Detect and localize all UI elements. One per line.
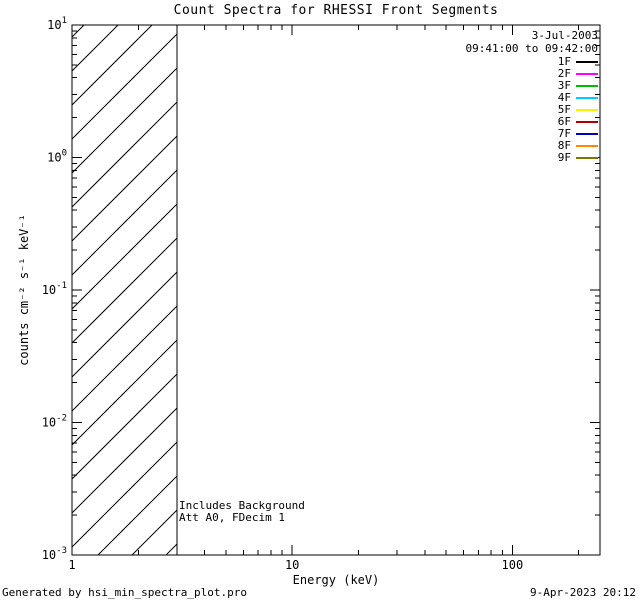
legend-color-line <box>576 85 598 87</box>
legend-entry-2F: 2F <box>466 68 598 80</box>
legend-entry-label: 8F <box>557 139 571 152</box>
legend-entries: 1F 2F 3F 4F 5F 6F 7F 8F 9F <box>466 56 598 164</box>
legend-color-line <box>576 109 598 111</box>
x-tick-label: 10 <box>285 558 299 572</box>
legend-entry-9F: 9F <box>466 152 598 164</box>
legend-color-line <box>576 145 598 147</box>
y-tick-label: 100 <box>47 149 67 165</box>
legend-date: 3-Jul-2003 <box>531 29 598 42</box>
render-timestamp: 9-Apr-2023 20:12 <box>530 586 636 599</box>
legend-entry-4F: 4F <box>466 92 598 104</box>
x-tick-label: 100 <box>502 558 524 572</box>
y-axis-label: counts cm⁻² s⁻¹ keV⁻¹ <box>17 214 31 366</box>
hatch-region <box>72 25 178 555</box>
legend-entry-label: 9F <box>557 151 571 164</box>
legend-entry-label: 2F <box>557 67 571 80</box>
legend-entry-label: 6F <box>557 115 571 128</box>
legend-color-line <box>576 121 598 123</box>
plot-annotations: Includes Background Att A0, FDecim 1 <box>179 500 305 524</box>
legend-color-line <box>576 133 598 135</box>
legend-entry-6F: 6F <box>466 116 598 128</box>
annotation-background: Includes Background <box>179 499 305 512</box>
legend-entry-8F: 8F <box>466 140 598 152</box>
x-tick-label: 1 <box>68 558 75 572</box>
x-axis-label: Energy (keV) <box>292 573 380 587</box>
annotation-attenuator: Att A0, FDecim 1 <box>179 511 285 524</box>
legend-entry-label: 3F <box>557 79 571 92</box>
legend-color-line <box>576 61 598 63</box>
legend-color-line <box>576 157 598 159</box>
legend-color-line <box>576 73 598 75</box>
legend-time-range: 09:41:00 to 09:42:00 <box>465 42 598 55</box>
legend-entry-label: 5F <box>557 103 571 116</box>
legend-entry-7F: 7F <box>466 128 598 140</box>
chart-title: Count Spectra for RHESSI Front Segments <box>173 3 499 18</box>
legend-entry-5F: 5F <box>466 104 598 116</box>
legend-entry-label: 7F <box>557 127 571 140</box>
legend-entry-label: 1F <box>557 55 571 68</box>
y-tick-label: 101 <box>47 16 67 32</box>
legend-entry-3F: 3F <box>466 80 598 92</box>
legend-color-line <box>576 97 598 99</box>
legend: 3-Jul-2003 09:41:00 to 09:42:00 1F 2F 3F 4F… <box>466 30 598 164</box>
y-tick-label: 10-3 <box>42 546 67 562</box>
y-tick-label: 10-2 <box>42 414 67 430</box>
y-tick-label: 10-1 <box>42 281 67 297</box>
generated-by-label: Generated by hsi_min_spectra_plot.pro <box>2 586 248 599</box>
legend-entry-1F: 1F <box>466 56 598 68</box>
legend-entry-label: 4F <box>557 91 571 104</box>
